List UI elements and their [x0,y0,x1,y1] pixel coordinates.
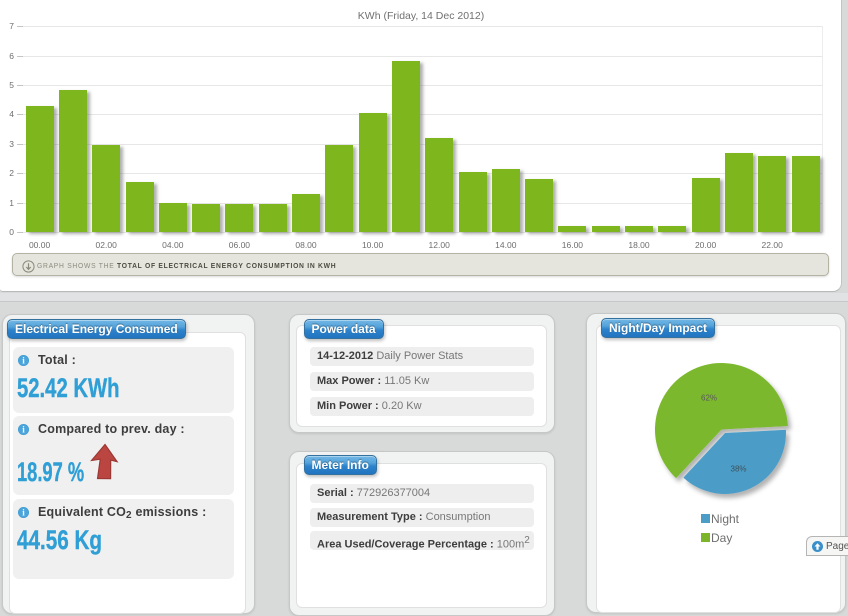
svg-text:i: i [22,508,25,518]
svg-text:i: i [22,356,25,366]
svg-text:62%: 62% [701,394,717,403]
svg-text:i: i [22,425,25,435]
svg-text:38%: 38% [731,465,747,474]
